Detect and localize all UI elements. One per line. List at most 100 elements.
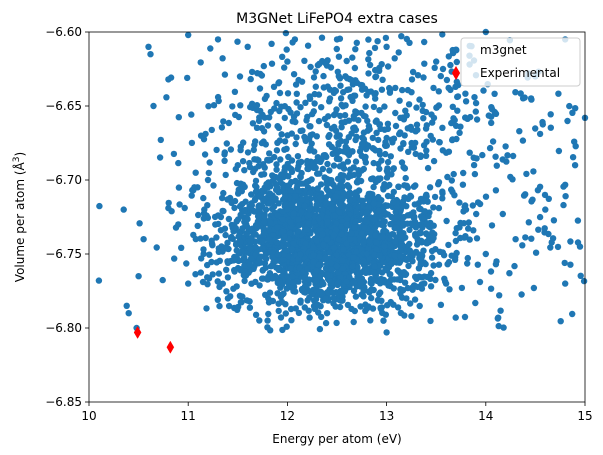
data-point-m3gnet bbox=[399, 114, 407, 121]
data-point-m3gnet bbox=[445, 148, 453, 155]
data-point-m3gnet bbox=[411, 201, 418, 208]
data-point-m3gnet bbox=[395, 49, 402, 56]
data-point-m3gnet bbox=[547, 244, 554, 251]
data-point-m3gnet bbox=[521, 94, 528, 101]
data-point-m3gnet bbox=[362, 267, 369, 274]
data-point-m3gnet bbox=[423, 122, 430, 129]
data-point-m3gnet bbox=[464, 254, 471, 262]
data-point-m3gnet bbox=[215, 270, 223, 277]
data-point-m3gnet bbox=[422, 108, 430, 116]
data-point-m3gnet bbox=[272, 195, 279, 202]
data-point-m3gnet bbox=[469, 202, 476, 209]
data-point-m3gnet bbox=[343, 278, 350, 285]
data-point-m3gnet bbox=[283, 46, 290, 53]
data-point-m3gnet bbox=[304, 42, 312, 49]
data-point-m3gnet bbox=[495, 322, 502, 330]
data-point-m3gnet bbox=[275, 174, 282, 181]
data-point-m3gnet bbox=[253, 124, 261, 131]
data-point-m3gnet bbox=[421, 38, 428, 46]
data-point-m3gnet bbox=[231, 304, 238, 312]
data-point-m3gnet bbox=[353, 79, 361, 87]
data-point-m3gnet bbox=[136, 220, 143, 227]
data-point-m3gnet bbox=[314, 185, 321, 192]
data-point-m3gnet bbox=[580, 277, 588, 285]
data-point-m3gnet bbox=[360, 238, 367, 246]
data-point-m3gnet bbox=[353, 208, 360, 215]
data-point-m3gnet bbox=[371, 44, 379, 52]
data-point-m3gnet bbox=[421, 273, 428, 280]
data-point-m3gnet bbox=[319, 230, 326, 238]
data-point-m3gnet bbox=[429, 136, 436, 143]
data-point-m3gnet bbox=[216, 302, 223, 310]
data-point-m3gnet bbox=[363, 92, 370, 99]
data-point-m3gnet bbox=[222, 231, 229, 239]
data-point-m3gnet bbox=[311, 90, 318, 98]
data-point-m3gnet bbox=[398, 232, 405, 240]
data-point-m3gnet bbox=[404, 86, 412, 94]
data-point-m3gnet bbox=[175, 184, 183, 191]
data-point-m3gnet bbox=[322, 199, 330, 206]
data-point-m3gnet bbox=[452, 83, 459, 91]
data-point-m3gnet bbox=[296, 201, 304, 208]
data-point-m3gnet bbox=[339, 218, 346, 225]
data-point-m3gnet bbox=[145, 43, 152, 50]
data-point-m3gnet bbox=[235, 190, 242, 197]
data-point-m3gnet bbox=[569, 154, 577, 161]
data-point-m3gnet bbox=[171, 255, 178, 262]
data-point-m3gnet bbox=[231, 204, 238, 212]
data-point-m3gnet bbox=[370, 269, 378, 276]
data-point-experimental bbox=[166, 340, 175, 354]
data-point-m3gnet bbox=[320, 84, 327, 91]
data-point-m3gnet bbox=[564, 117, 571, 125]
data-point-m3gnet bbox=[355, 117, 362, 124]
data-point-m3gnet bbox=[294, 165, 301, 173]
data-point-m3gnet bbox=[322, 254, 330, 261]
data-point-m3gnet bbox=[414, 72, 422, 79]
data-point-m3gnet bbox=[281, 193, 289, 201]
data-point-m3gnet bbox=[394, 304, 402, 311]
data-point-m3gnet bbox=[262, 255, 269, 262]
data-point-m3gnet bbox=[262, 264, 269, 271]
data-point-m3gnet bbox=[290, 210, 298, 217]
data-point-m3gnet bbox=[471, 94, 478, 101]
data-point-m3gnet bbox=[246, 304, 254, 311]
data-point-m3gnet bbox=[349, 54, 356, 61]
data-point-m3gnet bbox=[276, 107, 283, 115]
data-point-m3gnet bbox=[175, 221, 182, 228]
data-point-m3gnet bbox=[405, 262, 412, 270]
data-point-m3gnet bbox=[366, 49, 373, 57]
data-point-m3gnet bbox=[237, 180, 244, 187]
data-point-m3gnet bbox=[503, 158, 510, 165]
data-point-m3gnet bbox=[238, 299, 245, 306]
data-point-m3gnet bbox=[381, 243, 388, 250]
data-point-m3gnet bbox=[276, 278, 283, 285]
data-point-m3gnet bbox=[274, 212, 282, 219]
data-point-m3gnet bbox=[536, 213, 544, 221]
data-point-m3gnet bbox=[450, 170, 457, 178]
data-point-m3gnet bbox=[200, 250, 207, 258]
data-point-m3gnet bbox=[256, 255, 263, 263]
data-point-m3gnet bbox=[351, 92, 359, 99]
data-point-m3gnet bbox=[403, 203, 410, 210]
data-point-m3gnet bbox=[363, 250, 370, 258]
data-point-m3gnet bbox=[297, 297, 304, 304]
data-point-m3gnet bbox=[195, 211, 202, 219]
data-point-m3gnet bbox=[251, 156, 258, 163]
data-point-m3gnet bbox=[200, 194, 207, 202]
data-point-m3gnet bbox=[408, 139, 415, 147]
data-point-m3gnet bbox=[357, 279, 365, 287]
data-point-m3gnet bbox=[371, 91, 378, 99]
data-point-m3gnet bbox=[269, 253, 276, 261]
data-point-m3gnet bbox=[353, 39, 360, 46]
data-point-m3gnet bbox=[267, 263, 275, 270]
data-point-m3gnet bbox=[270, 83, 278, 91]
data-point-m3gnet bbox=[427, 269, 435, 277]
data-point-m3gnet bbox=[263, 92, 270, 100]
data-point-m3gnet bbox=[314, 261, 322, 268]
data-point-m3gnet bbox=[370, 159, 377, 167]
data-point-m3gnet bbox=[240, 139, 247, 146]
y-axis-title-unit: Å bbox=[12, 161, 27, 170]
data-point-m3gnet bbox=[435, 204, 443, 212]
data-point-m3gnet bbox=[225, 119, 232, 127]
data-point-m3gnet bbox=[390, 285, 397, 292]
